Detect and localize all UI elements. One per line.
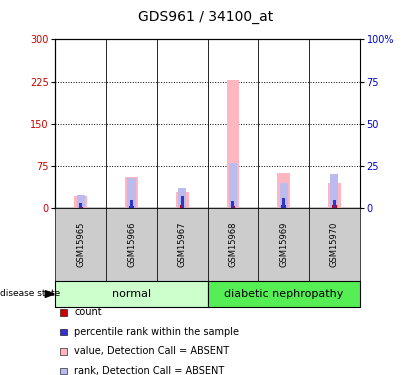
Bar: [333, 200, 336, 208]
Text: GSM15967: GSM15967: [178, 222, 187, 267]
Bar: [226, 80, 239, 208]
Text: percentile rank within the sample: percentile rank within the sample: [74, 327, 239, 337]
Bar: [231, 201, 234, 208]
Text: normal: normal: [112, 289, 151, 299]
Bar: [127, 178, 136, 208]
Bar: [176, 192, 189, 208]
Bar: [282, 198, 285, 208]
Bar: [277, 173, 290, 208]
Text: GSM15969: GSM15969: [279, 222, 288, 267]
Text: disease state: disease state: [0, 290, 61, 298]
Bar: [130, 200, 133, 208]
Bar: [74, 196, 87, 208]
Text: GSM15970: GSM15970: [330, 222, 339, 267]
Text: GSM15965: GSM15965: [76, 222, 85, 267]
Text: count: count: [74, 308, 102, 317]
Bar: [79, 203, 82, 208]
Bar: [181, 196, 184, 208]
Bar: [180, 206, 185, 208]
Bar: [330, 174, 338, 208]
Text: rank, Detection Call = ABSENT: rank, Detection Call = ABSENT: [74, 366, 225, 375]
Bar: [129, 206, 134, 208]
Bar: [125, 177, 138, 208]
Text: GSM15968: GSM15968: [229, 222, 238, 267]
Text: diabetic nephropathy: diabetic nephropathy: [224, 289, 343, 299]
Text: GDS961 / 34100_at: GDS961 / 34100_at: [138, 10, 273, 24]
Bar: [332, 205, 337, 208]
Bar: [279, 183, 288, 208]
Bar: [77, 195, 85, 208]
Bar: [231, 206, 235, 208]
Bar: [79, 207, 83, 208]
Bar: [328, 183, 341, 208]
Bar: [229, 163, 237, 208]
Bar: [281, 206, 286, 208]
Polygon shape: [45, 291, 54, 297]
Text: GSM15966: GSM15966: [127, 222, 136, 267]
Text: value, Detection Call = ABSENT: value, Detection Call = ABSENT: [74, 346, 229, 356]
Bar: [178, 188, 186, 208]
